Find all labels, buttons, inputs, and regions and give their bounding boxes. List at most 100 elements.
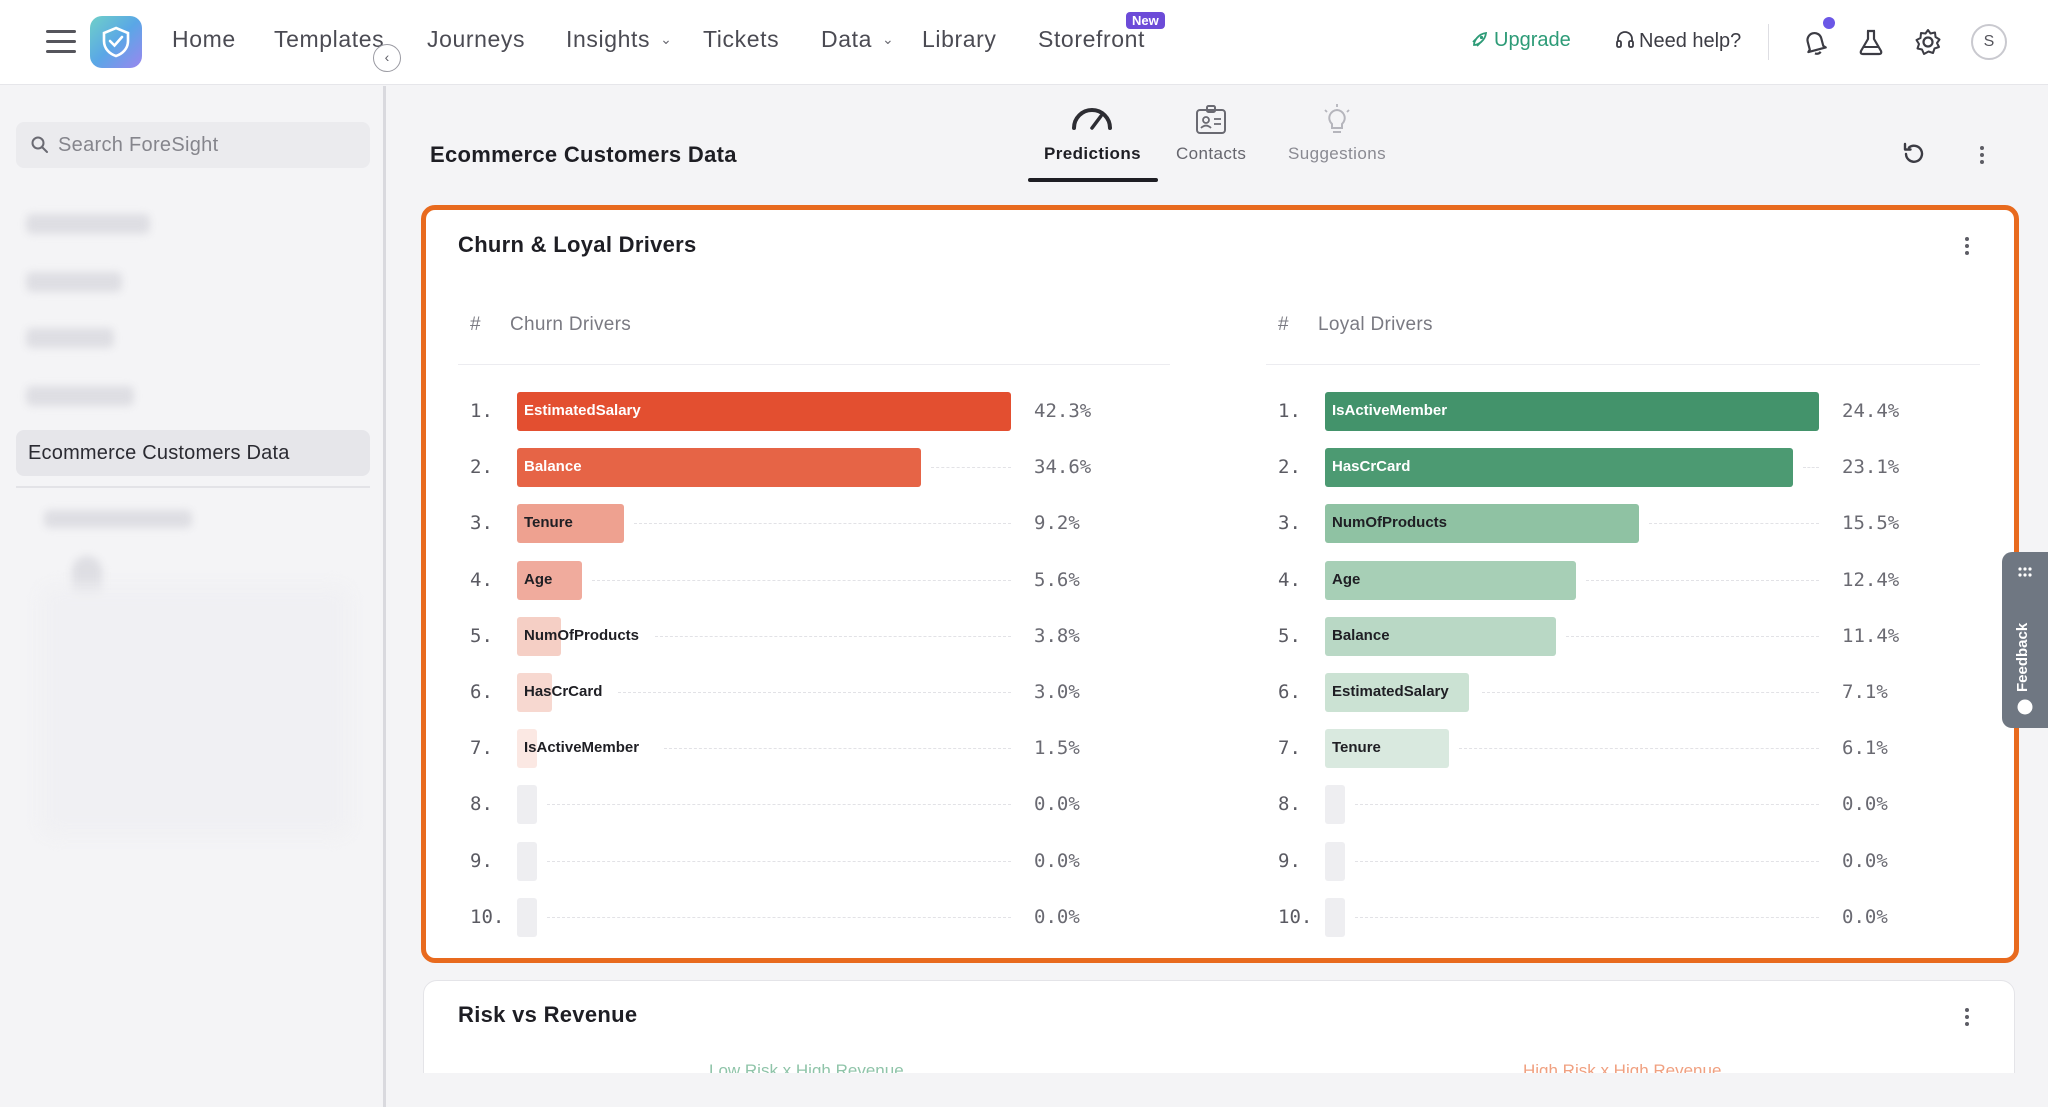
rank-number: 2. [1278, 456, 1301, 479]
loyal-drivers-header: Loyal Drivers [1318, 314, 1433, 335]
bar-track-line [1355, 860, 1819, 862]
feedback-label: Feedback [2014, 622, 2031, 692]
rank-number: 6. [470, 681, 493, 703]
driver-label: IsActiveMember [1332, 402, 1448, 419]
nav-templates-label: Templates [274, 26, 385, 52]
driver-percentage: 0.0% [1842, 849, 1888, 872]
card-more-options-icon[interactable] [1965, 1008, 1969, 1029]
loyal-hash-header: # [1278, 314, 1289, 335]
driver-bar[interactable] [517, 504, 625, 544]
sidebar-item-blurred[interactable] [26, 272, 122, 292]
driver-bar[interactable] [517, 616, 562, 656]
help-link[interactable]: Need help? [1614, 29, 1741, 53]
rank-number: 6. [1278, 681, 1301, 703]
driver-label: EstimatedSalary [524, 402, 641, 419]
card-more-options-icon[interactable] [1965, 237, 1969, 258]
tab-predictions[interactable]: Predictions [1044, 104, 1141, 164]
driver-bar[interactable] [1325, 785, 1345, 825]
driver-bar[interactable] [517, 785, 537, 825]
bar-track-line [1802, 467, 1819, 469]
driver-bar[interactable] [517, 448, 922, 488]
driver-bar[interactable] [1325, 673, 1469, 712]
sidebar-item-blurred[interactable] [26, 214, 150, 234]
flask-icon[interactable] [1855, 26, 1887, 58]
rocket-icon [1472, 31, 1488, 47]
bar-track-line [1586, 579, 1819, 581]
refresh-icon[interactable] [1900, 140, 1928, 168]
driver-bar[interactable] [517, 560, 583, 600]
chat-bubble-icon [2017, 699, 2033, 715]
nav-home[interactable]: Home [172, 26, 236, 53]
tab-suggestions-label: Suggestions [1288, 144, 1386, 163]
sidebar-item-ecommerce-customers-data[interactable]: Ecommerce Customers Data [16, 430, 370, 476]
driver-bar[interactable] [1325, 616, 1556, 656]
driver-bar[interactable] [517, 897, 537, 937]
driver-bar[interactable] [517, 673, 553, 712]
search-icon [31, 136, 48, 153]
hamburger-menu-icon[interactable] [46, 30, 76, 54]
driver-label: Tenure [1332, 739, 1381, 757]
bar-track-line [617, 692, 1011, 693]
app-logo[interactable] [90, 16, 142, 68]
nav-tickets[interactable]: Tickets [703, 26, 779, 53]
driver-bar[interactable] [1325, 448, 1793, 488]
driver-percentage: 23.1% [1842, 456, 1900, 479]
bell-icon[interactable] [1799, 26, 1831, 58]
tab-contacts[interactable]: Contacts [1176, 104, 1246, 164]
rank-number: 4. [1278, 568, 1301, 591]
more-options-icon[interactable] [1980, 146, 1984, 167]
bar-track-line [1565, 635, 1819, 637]
help-label: Need help? [1639, 30, 1742, 52]
driver-bar[interactable] [517, 729, 537, 769]
nav-tickets-label: Tickets [703, 26, 780, 52]
rank-number: 5. [1278, 624, 1301, 647]
collapse-sidebar-button[interactable]: ‹ [373, 44, 401, 72]
sidebar-item-blurred[interactable] [26, 328, 114, 348]
user-avatar[interactable]: S [1971, 24, 2007, 60]
driver-label: Balance [1332, 626, 1390, 644]
sidebar-item-blurred[interactable] [44, 510, 192, 528]
upgrade-link[interactable]: Upgrade [1470, 29, 1571, 52]
bar-track-line [1355, 916, 1819, 918]
nav-library[interactable]: Library [922, 26, 997, 53]
new-badge: New [1126, 12, 1165, 29]
driver-label: Balance [524, 458, 582, 476]
gear-icon[interactable] [1912, 26, 1944, 58]
sidebar-item-blurred[interactable] [26, 386, 134, 406]
driver-label: Age [1332, 570, 1361, 588]
driver-bar[interactable] [1325, 392, 1819, 431]
grip-icon [2018, 567, 2032, 577]
rank-number: 8. [470, 793, 493, 816]
nav-data[interactable]: Data ⌄ [821, 26, 894, 53]
churn-drivers-header: Churn Drivers [510, 314, 632, 335]
chevron-left-icon: ‹ [384, 49, 390, 65]
driver-bar[interactable] [1325, 560, 1577, 600]
bar-track-line [592, 579, 1011, 581]
chevron-down-icon: ⌄ [881, 31, 895, 47]
nav-templates[interactable]: Templates [274, 26, 384, 53]
rank-number: 1. [470, 400, 493, 422]
driver-bar[interactable] [1325, 897, 1345, 937]
gauge-icon [1072, 108, 1113, 130]
rank-number: 3. [1278, 512, 1301, 535]
driver-percentage: 9.2% [1034, 512, 1080, 535]
driver-bar[interactable] [1325, 841, 1345, 881]
driver-percentage: 34.6% [1034, 456, 1092, 479]
tab-suggestions[interactable]: Suggestions [1288, 104, 1386, 164]
driver-percentage: 6.1% [1842, 737, 1888, 760]
nav-insights[interactable]: Insights ⌄ [566, 26, 672, 53]
nav-storefront[interactable]: Storefront [1038, 26, 1145, 53]
driver-label: EstimatedSalary [1332, 683, 1449, 700]
driver-bar[interactable] [517, 392, 1011, 431]
driver-bar[interactable] [1325, 729, 1449, 769]
bar-track-line [547, 916, 1011, 918]
search-input[interactable]: Search ForeSight [16, 122, 370, 168]
nav-home-label: Home [172, 26, 236, 52]
feedback-tab[interactable]: Feedback [2002, 552, 2048, 728]
nav-journeys[interactable]: Journeys [427, 26, 525, 53]
driver-bar[interactable] [517, 841, 537, 881]
driver-percentage: 0.0% [1034, 849, 1080, 872]
lightbulb-icon [1324, 104, 1350, 133]
card-title: Risk vs Revenue [458, 1002, 638, 1027]
driver-bar[interactable] [1325, 504, 1639, 544]
